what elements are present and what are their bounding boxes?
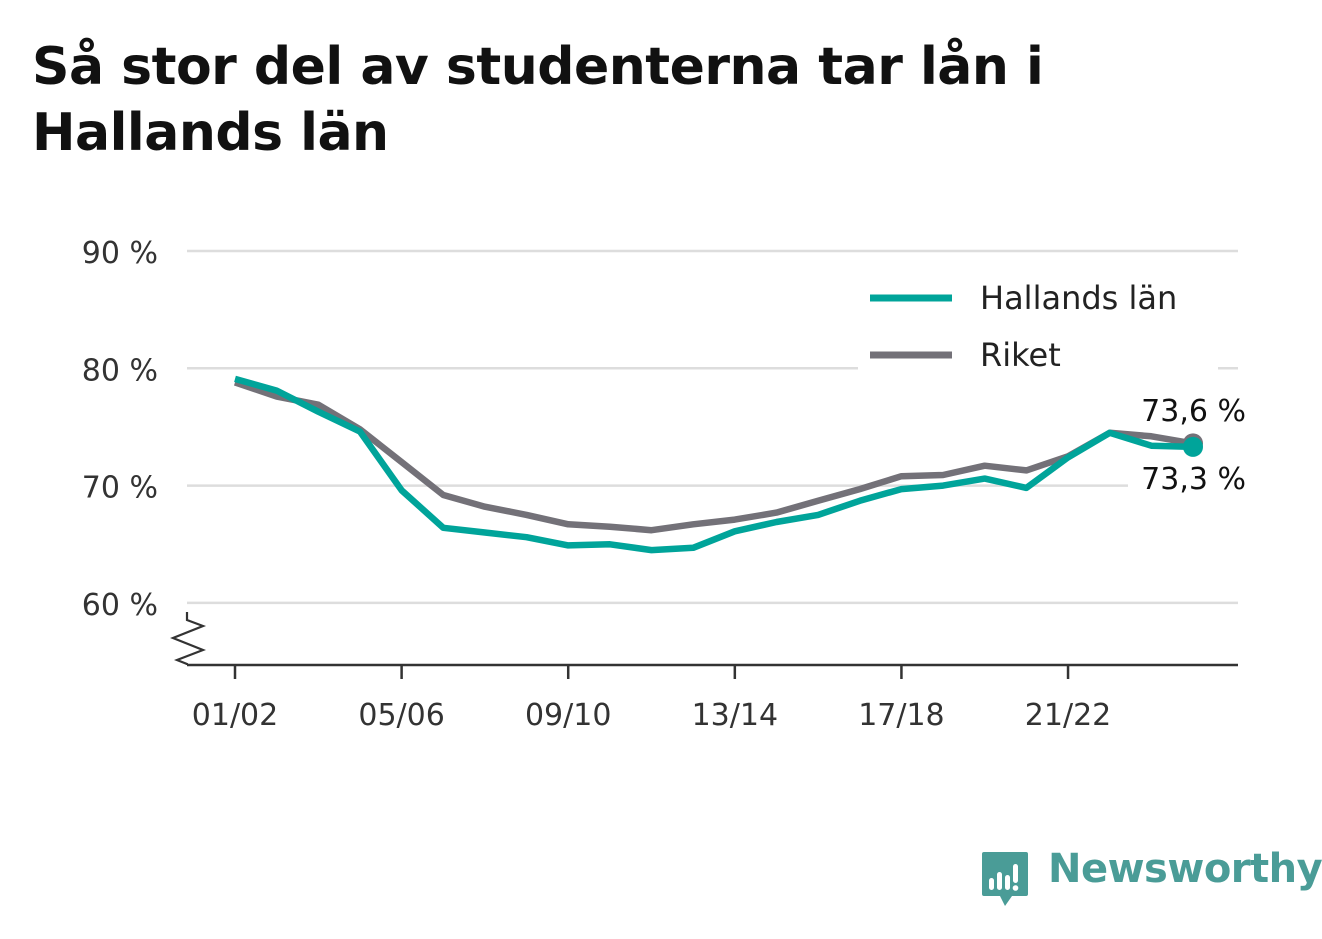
x-tick-label: 21/22 [1025, 698, 1111, 733]
legend-label: Riket [980, 336, 1061, 374]
legend: Hallands län Riket [858, 270, 1218, 374]
end-label-riket: 73,6 % [1141, 394, 1246, 429]
end-label-hallands: 73,3 % [1141, 462, 1246, 497]
end-labels: 73,6 % 73,3 % [1128, 394, 1250, 498]
y-axis-ticks: 60 % 70 % 80 % 90 % [82, 236, 158, 623]
x-tick-label: 09/10 [525, 698, 611, 733]
legend-label: Hallands län [980, 279, 1177, 317]
chart-title: Så stor del av studenterna tar lån i Hal… [32, 37, 1044, 163]
y-tick-label: 70 % [82, 471, 158, 506]
y-tick-label: 90 % [82, 236, 158, 271]
end-label-background [1128, 458, 1250, 498]
x-tick-label: 13/14 [692, 698, 778, 733]
newsworthy-logo-text: Newsworthy [1048, 846, 1322, 892]
axis-break-icon [170, 612, 207, 666]
series-line-hallands [234, 375, 1194, 554]
x-tick-label: 01/02 [192, 698, 278, 733]
end-point-hallands [1183, 436, 1203, 457]
y-tick-label: 60 % [82, 588, 158, 623]
series-lines [233, 375, 1203, 554]
x-tick-label: 17/18 [858, 698, 944, 733]
y-tick-label: 80 % [82, 353, 158, 388]
x-tick-label: 05/06 [358, 698, 444, 733]
newsworthy-logo-icon [982, 852, 1028, 906]
x-axis: 01/02 05/06 09/10 13/14 17/18 21/22 [170, 612, 1238, 733]
series-line-riket [233, 379, 1194, 534]
